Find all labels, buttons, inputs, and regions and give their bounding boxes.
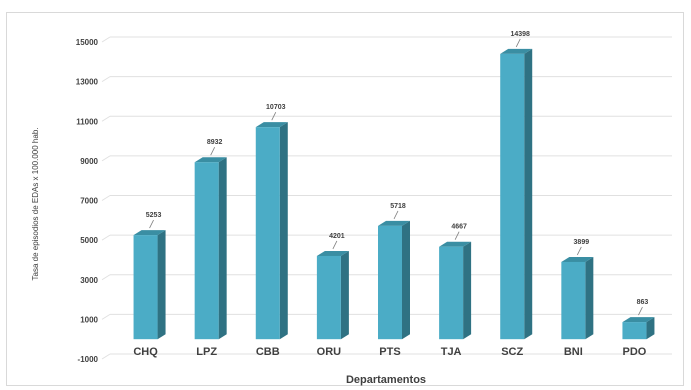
data-label-leader [515,38,521,48]
bar-side [218,157,227,340]
data-label: 4667 [451,224,467,231]
bar-side [524,48,533,340]
x-tick-label: PDO [623,346,647,358]
bar-top [255,122,288,128]
data-label-leader [454,231,460,240]
data-label-leader [210,147,216,156]
y-tick-label: 3000 [80,276,98,285]
y-tick-label: 15000 [76,38,99,47]
y-axis-title: Tasa de episodios de EDAs x 100.000 hab. [31,128,40,281]
y-tick-label: 9000 [80,157,98,166]
gridline-depth-6 [101,115,111,122]
bar-side [157,230,166,340]
gridline-depth-7 [101,76,111,83]
bar-front [622,322,647,340]
data-label-leader [393,210,399,220]
data-label-leader [332,240,338,250]
bar-side [585,256,594,340]
chart-frame [6,12,684,386]
x-tick-label: CBB [256,346,280,358]
y-tick-label: 7000 [80,197,98,206]
bar-side [402,220,410,340]
x-tick-label: TJA [441,346,462,358]
bar-ORU: 4201 [316,233,349,340]
gridline-depth-3 [101,234,111,241]
x-tick-label: LPZ [196,346,217,358]
bar-front [378,225,402,340]
gridline-depth-0 [101,353,111,360]
data-label-leader [149,219,154,229]
bar-front [255,127,280,340]
gridline-depth-4 [101,195,111,201]
y-tick-label: 5000 [80,236,98,245]
bar-PDO: 863 [622,299,655,340]
bar-front [194,162,219,340]
bar-side [279,122,288,340]
bar-LPZ: 8932 [194,139,227,340]
bar-PTS: 5718 [378,203,410,340]
bar-top [316,250,349,256]
gridline-depth-2 [101,274,111,281]
y-tick-label: -1000 [78,355,99,364]
bar-top [561,256,594,262]
bar-front [439,246,464,340]
x-tick-label: BNI [564,346,583,358]
y-tick-label: 1000 [80,315,98,324]
bar-top [133,230,166,236]
x-tick-label: CHQ [133,346,158,358]
data-label: 3899 [574,239,590,246]
bar-front [316,255,341,340]
x-axis-categories: CHQ LPZ CBB ORU PTS TJA SCZ BNI PDO [133,346,646,358]
data-label-leader [576,246,582,256]
bar-side [463,241,472,340]
bar-BNI: 3899 [561,239,594,340]
data-label-leader [638,306,643,316]
data-label: 10703 [266,104,286,111]
bar-CHQ: 5253 [133,212,166,340]
bar-top [439,241,472,247]
bar-top [194,157,227,163]
data-label-leader [271,111,277,121]
bar-top [378,220,410,226]
bar-front [500,53,525,340]
x-tick-label: ORU [317,346,342,358]
y-tick-label: 11000 [76,117,98,126]
bar-SCZ: 14398 [500,31,533,340]
gridline-depth-5 [101,155,111,162]
x-tick-label: PTS [379,346,400,358]
bars: 5253 8932 10703 4201 5718 4667 14398 3899 863 [133,31,655,340]
bar-side [646,317,655,340]
y-axis-ticks: -1000 1000 3000 5000 7000 9000 11000 13000 15000 [76,38,99,364]
gridline-depth-8 [101,36,111,43]
gridline-depth-1 [101,313,111,320]
bar-side [340,250,349,340]
bar-top [622,317,655,323]
data-label: 4201 [329,233,345,240]
x-axis-title: Departamentos [346,374,426,386]
bar-CBB: 10703 [255,104,288,340]
bar-top [500,48,533,54]
data-label: 863 [637,299,649,306]
data-label: 5718 [390,203,406,210]
bar-front [561,261,586,340]
data-label: 8932 [207,139,223,146]
y-tick-label: 13000 [76,78,99,87]
bar-TJA: 4667 [439,224,472,340]
x-tick-label: SCZ [501,346,523,358]
bar-front [133,235,158,340]
data-label: 5253 [146,212,162,219]
data-label: 14398 [510,31,530,38]
